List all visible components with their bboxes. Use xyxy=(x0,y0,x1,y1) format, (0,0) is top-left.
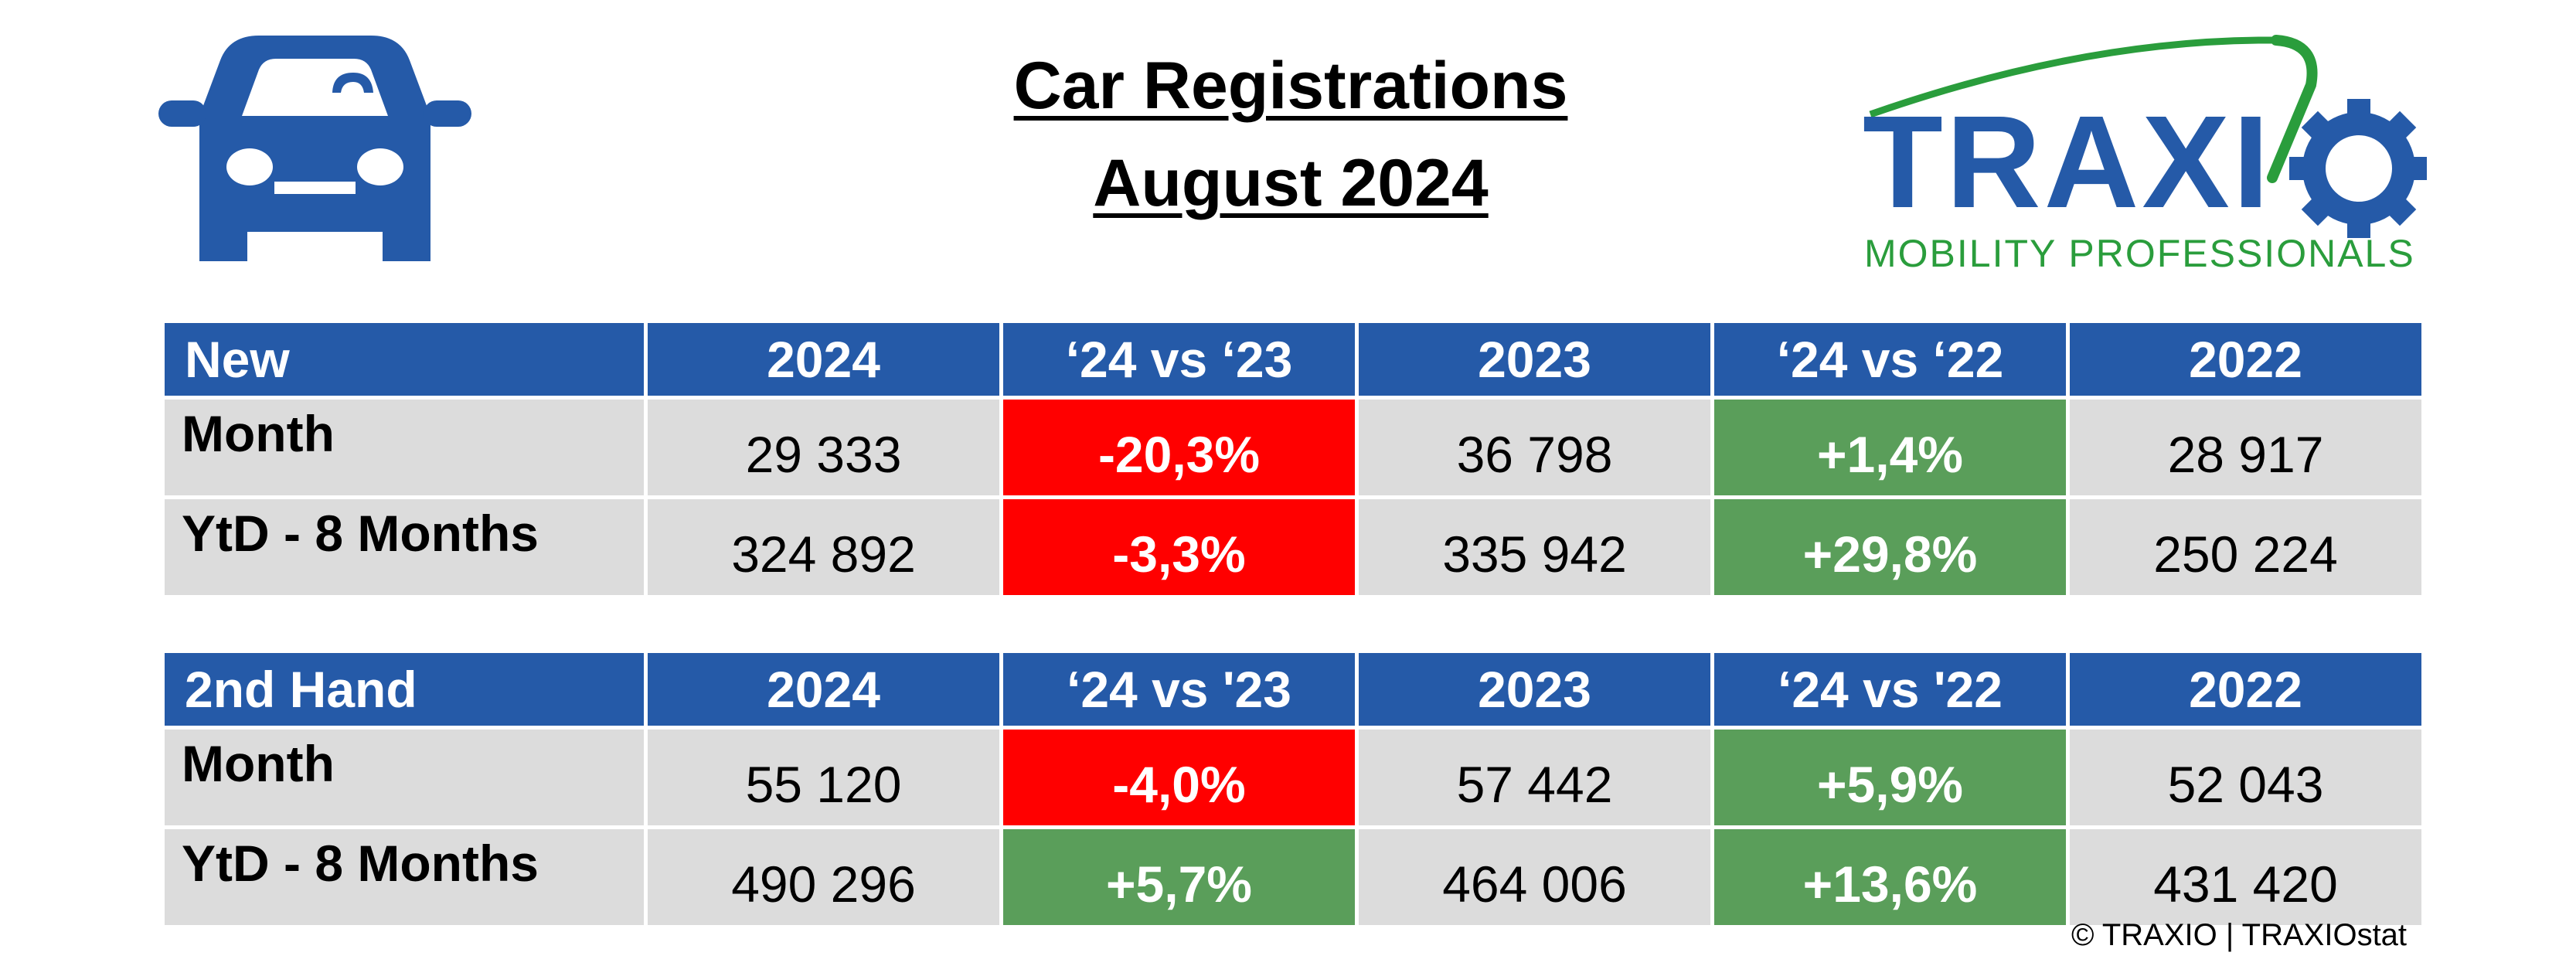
header-24-vs-23: ‘24 vs ‘23 xyxy=(1003,323,1355,396)
value-2022: 431 420 xyxy=(2070,829,2421,925)
table-row: Month 55 120 -4,0% 57 442 +5,9% 52 043 xyxy=(165,730,2421,825)
header-2022: 2022 xyxy=(2070,323,2421,396)
used-registrations-table: 2nd Hand 2024 ‘24 vs '23 2023 ‘24 vs '22… xyxy=(161,649,2425,929)
header-24-vs-22: ‘24 vs '22 xyxy=(1714,653,2066,726)
change-vs-2023: -4,0% xyxy=(1003,730,1355,825)
change-vs-2022: +1,4% xyxy=(1714,400,2066,495)
value-2024: 29 333 xyxy=(648,400,999,495)
row-label: YtD - 8 Months xyxy=(165,829,644,925)
traxio-logo: TRAXI MOBILITY PROFESSIONALS xyxy=(1863,35,2427,275)
table-header-row: New 2024 ‘24 vs ‘23 2023 ‘24 vs ‘22 2022 xyxy=(165,323,2421,396)
header-category: New xyxy=(165,323,644,396)
value-2024: 324 892 xyxy=(648,499,999,595)
header-2022: 2022 xyxy=(2070,653,2421,726)
row-label: Month xyxy=(165,730,644,825)
value-2024: 55 120 xyxy=(648,730,999,825)
table-row: YtD - 8 Months 324 892 -3,3% 335 942 +29… xyxy=(165,499,2421,595)
change-vs-2023: -3,3% xyxy=(1003,499,1355,595)
svg-text:MOBILITY PROFESSIONALS: MOBILITY PROFESSIONALS xyxy=(1864,232,2415,275)
row-label: Month xyxy=(165,400,644,495)
change-vs-2023: -20,3% xyxy=(1003,400,1355,495)
copyright-footer: © TRAXIO | TRAXIOstat xyxy=(2071,918,2408,952)
page-title: Car Registrations August 2024 xyxy=(773,37,1809,232)
change-vs-2022: +13,6% xyxy=(1714,829,2066,925)
change-vs-2022: +29,8% xyxy=(1714,499,2066,595)
title-line-2: August 2024 xyxy=(1093,146,1489,220)
value-2024: 490 296 xyxy=(648,829,999,925)
table-header-row: 2nd Hand 2024 ‘24 vs '23 2023 ‘24 vs '22… xyxy=(165,653,2421,726)
change-vs-2023: +5,7% xyxy=(1003,829,1355,925)
title-line-1: Car Registrations xyxy=(1013,49,1568,123)
svg-text:TRAXI: TRAXI xyxy=(1863,89,2272,236)
value-2023: 464 006 xyxy=(1359,829,1710,925)
value-2023: 36 798 xyxy=(1359,400,1710,495)
change-vs-2022: +5,9% xyxy=(1714,730,2066,825)
header-2023: 2023 xyxy=(1359,323,1710,396)
new-registrations-table: New 2024 ‘24 vs ‘23 2023 ‘24 vs ‘22 2022… xyxy=(161,319,2425,599)
header-2024: 2024 xyxy=(648,323,999,396)
value-2022: 28 917 xyxy=(2070,400,2421,495)
row-label: YtD - 8 Months xyxy=(165,499,644,595)
car-icon xyxy=(158,36,471,261)
value-2023: 335 942 xyxy=(1359,499,1710,595)
value-2023: 57 442 xyxy=(1359,730,1710,825)
value-2022: 52 043 xyxy=(2070,730,2421,825)
value-2022: 250 224 xyxy=(2070,499,2421,595)
table-row: YtD - 8 Months 490 296 +5,7% 464 006 +13… xyxy=(165,829,2421,925)
header-24-vs-22: ‘24 vs ‘22 xyxy=(1714,323,2066,396)
table-row: Month 29 333 -20,3% 36 798 +1,4% 28 917 xyxy=(165,400,2421,495)
header-2023: 2023 xyxy=(1359,653,1710,726)
header-24-vs-23: ‘24 vs '23 xyxy=(1003,653,1355,726)
header-category: 2nd Hand xyxy=(165,653,644,726)
header-2024: 2024 xyxy=(648,653,999,726)
